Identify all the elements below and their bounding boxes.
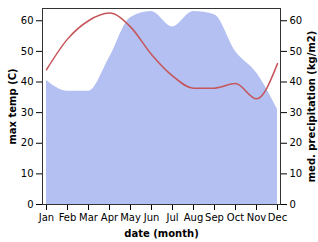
svg-text:Apr: Apr — [101, 212, 119, 223]
svg-text:max temp (C): max temp (C) — [7, 68, 18, 144]
svg-text:20: 20 — [290, 137, 303, 148]
svg-text:30: 30 — [290, 107, 303, 118]
svg-text:Sep: Sep — [205, 212, 224, 223]
svg-text:med. precipitation (kg/m2): med. precipitation (kg/m2) — [306, 31, 317, 183]
svg-text:Jan: Jan — [38, 212, 54, 223]
svg-text:50: 50 — [290, 46, 303, 57]
svg-text:Nov: Nov — [247, 212, 267, 223]
svg-text:50: 50 — [21, 46, 34, 57]
svg-text:10: 10 — [290, 168, 303, 179]
svg-text:date (month): date (month) — [124, 228, 198, 239]
svg-text:40: 40 — [21, 76, 34, 87]
svg-text:Oct: Oct — [227, 212, 244, 223]
svg-text:20: 20 — [21, 137, 34, 148]
svg-text:40: 40 — [290, 76, 303, 87]
svg-text:60: 60 — [21, 15, 34, 26]
svg-text:Jun: Jun — [143, 212, 160, 223]
svg-text:Feb: Feb — [59, 212, 77, 223]
svg-text:Dec: Dec — [268, 212, 287, 223]
svg-text:Jul: Jul — [165, 212, 178, 223]
svg-text:Mar: Mar — [79, 212, 99, 223]
svg-text:30: 30 — [21, 107, 34, 118]
svg-text:60: 60 — [290, 15, 303, 26]
svg-text:0: 0 — [290, 199, 296, 210]
svg-text:Aug: Aug — [184, 212, 204, 223]
svg-text:May: May — [120, 212, 141, 223]
svg-text:10: 10 — [21, 168, 34, 179]
svg-text:0: 0 — [27, 199, 33, 210]
